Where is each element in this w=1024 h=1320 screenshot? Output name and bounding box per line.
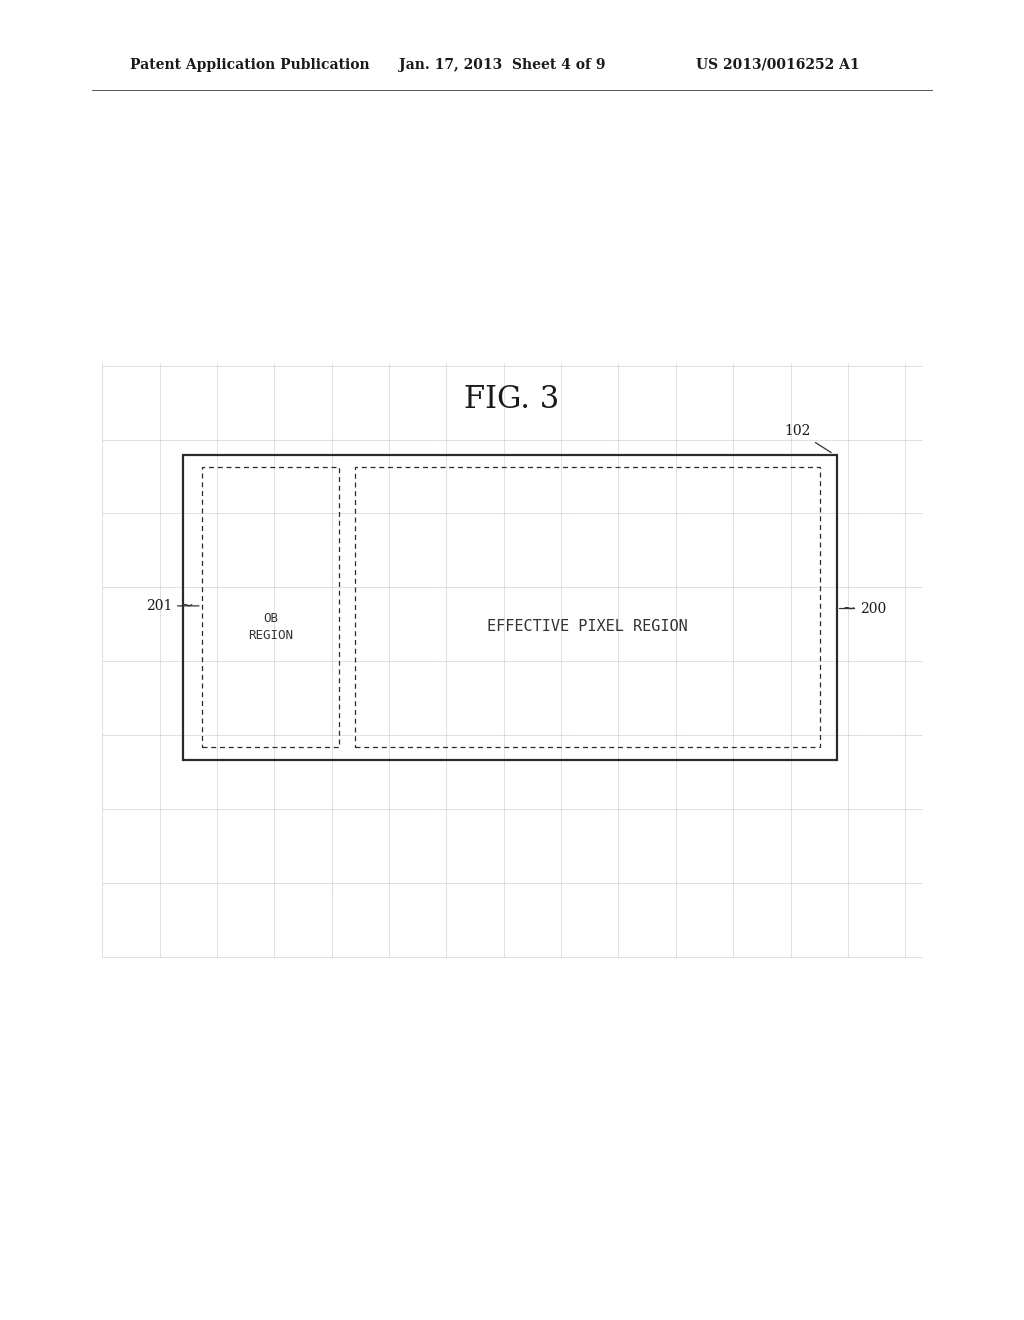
- Text: OB
REGION: OB REGION: [248, 611, 293, 642]
- Bar: [183, 455, 837, 760]
- Text: FIG. 3: FIG. 3: [464, 384, 560, 416]
- Text: Patent Application Publication: Patent Application Publication: [130, 58, 370, 71]
- Text: 200: 200: [840, 602, 887, 615]
- Text: 102: 102: [784, 424, 831, 453]
- Bar: [202, 467, 339, 747]
- Text: US 2013/0016252 A1: US 2013/0016252 A1: [696, 58, 860, 71]
- Text: ~: ~: [179, 597, 194, 615]
- Text: Jan. 17, 2013  Sheet 4 of 9: Jan. 17, 2013 Sheet 4 of 9: [399, 58, 606, 71]
- Text: ~: ~: [841, 599, 855, 618]
- Text: EFFECTIVE PIXEL REGION: EFFECTIVE PIXEL REGION: [487, 619, 688, 635]
- Text: 201: 201: [145, 599, 199, 612]
- Bar: [355, 467, 820, 747]
